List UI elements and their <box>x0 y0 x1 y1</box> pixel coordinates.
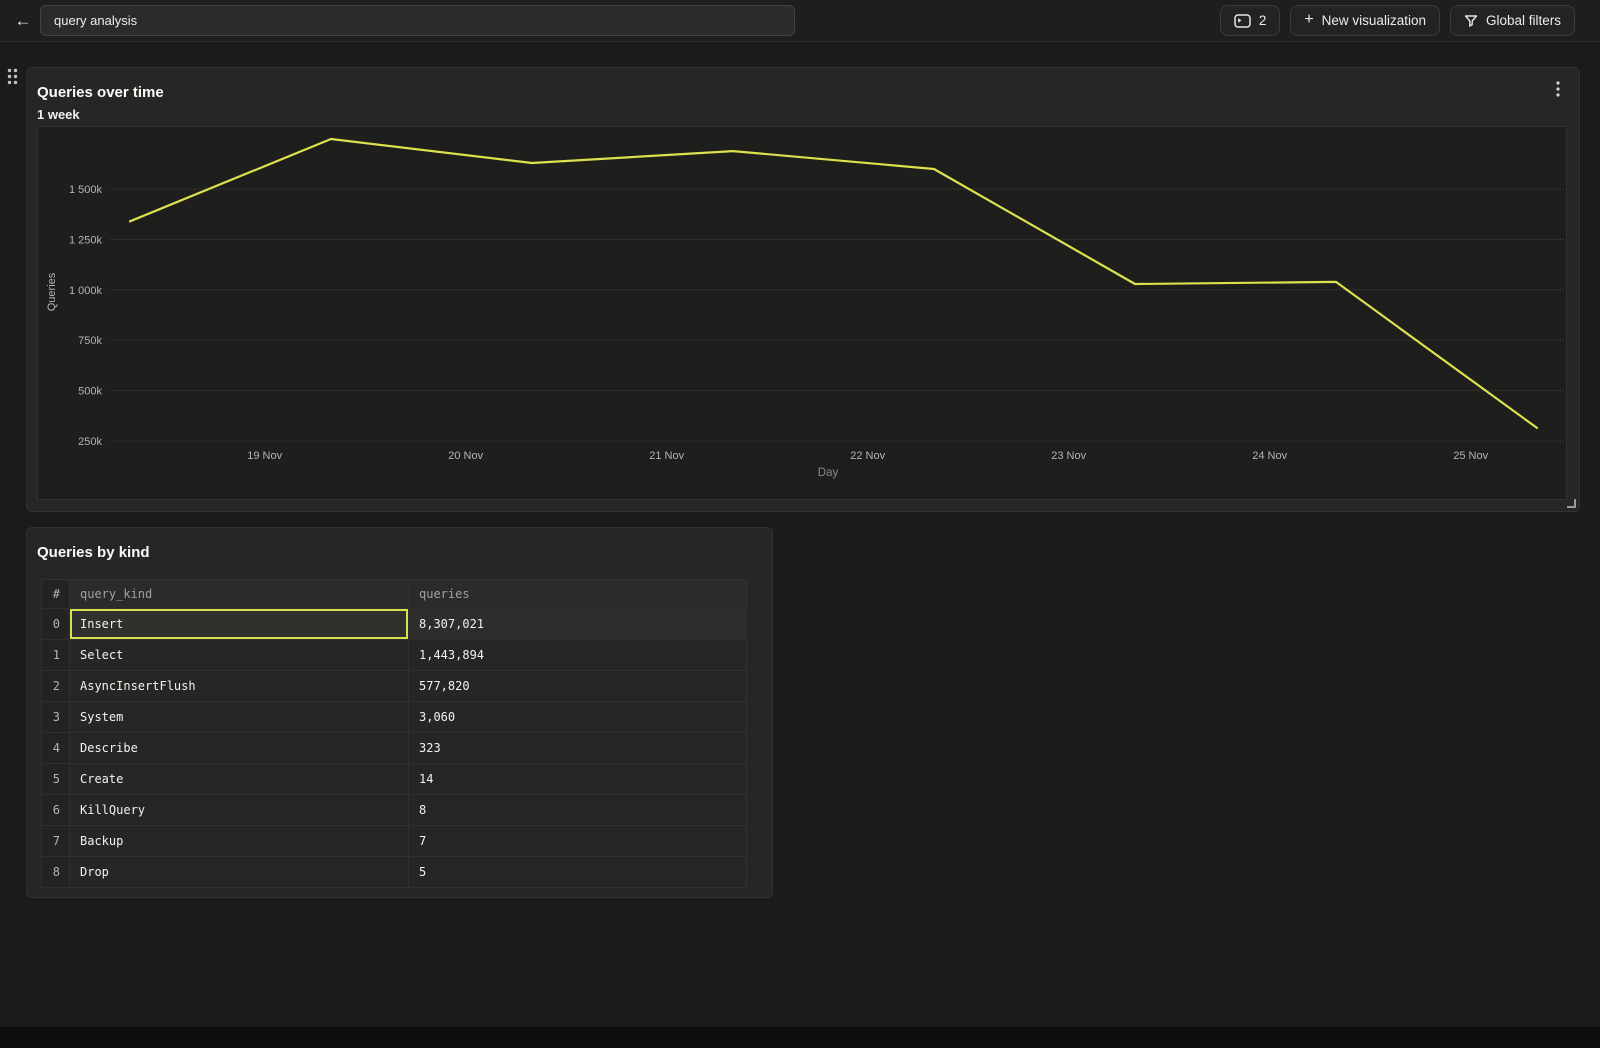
row-index-cell: 2 <box>41 670 70 702</box>
chart-canvas-container: 250k 500k 750k 1 000k 1 250k 1 500k 19 Nov 20 N… <box>37 126 1567 500</box>
plus-icon: + <box>1304 11 1314 28</box>
query-kind-cell[interactable]: Create <box>69 763 409 795</box>
x-axis-tick-label: 20 Nov <box>448 450 483 462</box>
x-axis-title: Day <box>818 467 839 479</box>
queries-count-cell[interactable]: 7 <box>408 825 747 857</box>
query-kind-cell[interactable]: Drop <box>69 856 409 888</box>
row-index-cell: 3 <box>41 701 70 733</box>
table-row: 4 Describe 323 <box>41 732 747 764</box>
chart-panel-subtitle: 1 week <box>37 107 80 122</box>
queries-count-cell[interactable]: 5 <box>408 856 747 888</box>
column-header-index: # <box>41 579 70 609</box>
panel-drag-handle-icon[interactable] <box>6 67 20 86</box>
x-axis-tick-label: 23 Nov <box>1051 450 1086 462</box>
y-axis-tick-label: 1 500k <box>69 184 103 196</box>
table-row: 8 Drop 5 <box>41 856 747 888</box>
filter-funnel-icon <box>1464 14 1478 28</box>
panel-resize-handle[interactable] <box>1567 499 1576 508</box>
global-filters-button[interactable]: Global filters <box>1449 5 1575 36</box>
queries-count-cell[interactable]: 577,820 <box>408 670 747 702</box>
window-bottom-edge <box>0 1027 1600 1048</box>
console-icon <box>1234 13 1251 28</box>
chart-line-queries <box>128 137 1539 429</box>
table-header-row: # query_kind queries <box>41 579 747 609</box>
queries-count-cell[interactable]: 8,307,021 <box>408 608 747 640</box>
queries-over-time-chart[interactable]: 250k 500k 750k 1 000k 1 250k 1 500k 19 Nov 20 N… <box>38 127 1566 499</box>
table-row: 6 KillQuery 8 <box>41 794 747 826</box>
x-axis-tick-label: 24 Nov <box>1252 450 1287 462</box>
x-axis-tick-label: 25 Nov <box>1453 450 1488 462</box>
query-kind-cell[interactable]: Insert <box>69 608 409 640</box>
row-index-cell: 0 <box>41 608 70 640</box>
panels-count-button[interactable]: 2 <box>1219 5 1281 36</box>
row-index-cell: 4 <box>41 732 70 764</box>
row-index-cell: 7 <box>41 825 70 857</box>
queries-by-kind-table: # query_kind queries 0 Insert 8,307,021 1 Se… <box>41 579 747 888</box>
x-axis-tick-label: 19 Nov <box>247 450 282 462</box>
dashboard-title-input[interactable] <box>40 5 795 36</box>
y-axis-tick-label: 250k <box>78 436 102 448</box>
new-visualization-button[interactable]: + New visualization <box>1290 5 1440 36</box>
table-row: 3 System 3,060 <box>41 701 747 733</box>
queries-count-cell[interactable]: 3,060 <box>408 701 747 733</box>
back-button[interactable]: ← <box>10 8 36 34</box>
new-visualization-label: New visualization <box>1321 13 1426 28</box>
panel-menu-button[interactable] <box>1549 79 1567 99</box>
queries-by-kind-panel: Queries by kind # query_kind queries 0 In… <box>26 527 773 898</box>
x-axis-tick-label: 22 Nov <box>850 450 885 462</box>
row-index-cell: 6 <box>41 794 70 826</box>
kebab-icon <box>1556 81 1560 97</box>
table-row: 5 Create 14 <box>41 763 747 795</box>
query-kind-cell[interactable]: Backup <box>69 825 409 857</box>
row-index-cell: 8 <box>41 856 70 888</box>
row-index-cell: 5 <box>41 763 70 795</box>
table-row: 0 Insert 8,307,021 <box>41 608 747 640</box>
chart-panel-title: Queries over time <box>37 84 164 101</box>
topbar-actions: 2 + New visualization Global filters <box>1219 5 1575 36</box>
table-row: 7 Backup 7 <box>41 825 747 857</box>
query-kind-cell[interactable]: KillQuery <box>69 794 409 826</box>
x-axis-tick-label: 21 Nov <box>649 450 684 462</box>
queries-count-cell[interactable]: 323 <box>408 732 747 764</box>
table-row: 2 AsyncInsertFlush 577,820 <box>41 670 747 702</box>
column-header-query-kind: query_kind <box>69 579 409 609</box>
table-row: 1 Select 1,443,894 <box>41 639 747 671</box>
query-kind-cell[interactable]: AsyncInsertFlush <box>69 670 409 702</box>
panels-count-label: 2 <box>1258 13 1267 28</box>
table-panel-title: Queries by kind <box>37 544 150 561</box>
query-kind-cell[interactable]: System <box>69 701 409 733</box>
topbar: ← 2 + New visualization Global filters <box>0 0 1600 42</box>
y-axis-tick-label: 500k <box>78 386 102 398</box>
y-axis-tick-label: 1 000k <box>69 285 103 297</box>
queries-count-cell[interactable]: 14 <box>408 763 747 795</box>
query-kind-cell[interactable]: Select <box>69 639 409 671</box>
queries-over-time-panel: Queries over time 1 week 250k 500k 750k 1 0… <box>26 67 1580 512</box>
global-filters-label: Global filters <box>1485 13 1561 28</box>
y-axis-title: Queries <box>46 272 58 311</box>
row-index-cell: 1 <box>41 639 70 671</box>
column-header-queries: queries <box>408 579 747 609</box>
y-axis-tick-label: 1 250k <box>69 234 103 246</box>
queries-count-cell[interactable]: 1,443,894 <box>408 639 747 671</box>
back-arrow-icon: ← <box>14 11 32 30</box>
queries-count-cell[interactable]: 8 <box>408 794 747 826</box>
query-kind-cell[interactable]: Describe <box>69 732 409 764</box>
y-axis-tick-label: 750k <box>78 335 102 347</box>
